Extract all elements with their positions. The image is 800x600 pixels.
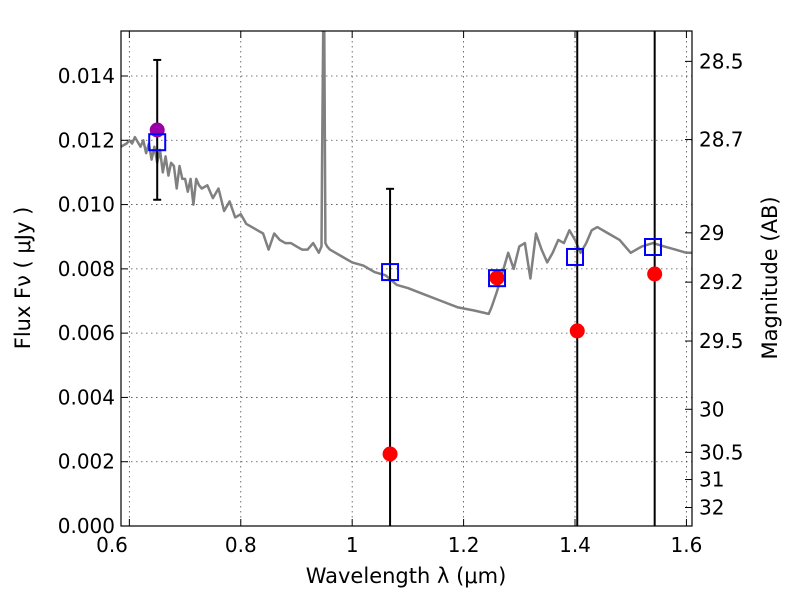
observed-point (569, 323, 585, 339)
observed-point (382, 446, 398, 462)
y-axis-label: Flux Fν ( μJy ) (11, 207, 35, 350)
right-axis-label: Magnitude (AB) (758, 196, 782, 359)
y-tick-label: 0.010 (58, 193, 115, 217)
x-tick-label: 1 (346, 533, 359, 557)
x-tick-label: 1.6 (671, 533, 703, 557)
model-point (381, 263, 400, 282)
x-tick-label: 1.2 (448, 533, 480, 557)
right-tick-label: 29.5 (699, 329, 744, 353)
plot-area (121, 31, 692, 526)
right-tick-label: 29.2 (699, 270, 744, 294)
x-tick-label: 1.4 (559, 533, 591, 557)
x-tick-label: 0.6 (96, 533, 128, 557)
right-tick-label: 30.5 (699, 440, 744, 464)
right-tick-label: 32 (699, 496, 724, 520)
y-tick-label: 0.008 (58, 257, 115, 281)
y-tick-label: 0.002 (58, 450, 115, 474)
y-tick-label: 0.012 (58, 128, 115, 152)
spectrum-line (121, 31, 692, 316)
observed-point (647, 266, 663, 282)
x-tick-label: 0.8 (225, 533, 257, 557)
y-tick-label: 0.006 (58, 321, 115, 345)
y-tick-label: 0.004 (58, 385, 115, 409)
right-tick-label: 28.5 (699, 49, 744, 73)
model-point (488, 269, 507, 288)
right-tick-label: 30 (699, 397, 724, 421)
right-tick-label: 31 (699, 468, 724, 492)
observed-point (489, 270, 505, 286)
axes-frame (120, 30, 693, 527)
right-tick-label: 28.7 (699, 128, 744, 152)
model-point (644, 238, 663, 256)
x-axis-label: Wavelength λ (μm) (306, 564, 507, 588)
model-point (566, 247, 585, 266)
y-tick-label: 0.014 (58, 64, 115, 88)
y-tick-label: 0.000 (58, 514, 115, 538)
model-point (148, 133, 167, 152)
observed-point (149, 122, 165, 138)
right-tick-label: 29 (699, 221, 724, 245)
ticks: 0.8 1 1.2 1.4 1.6 0.60.000 0.002 0.004 0.006 0.00… (58, 31, 744, 557)
grid (121, 31, 692, 527)
